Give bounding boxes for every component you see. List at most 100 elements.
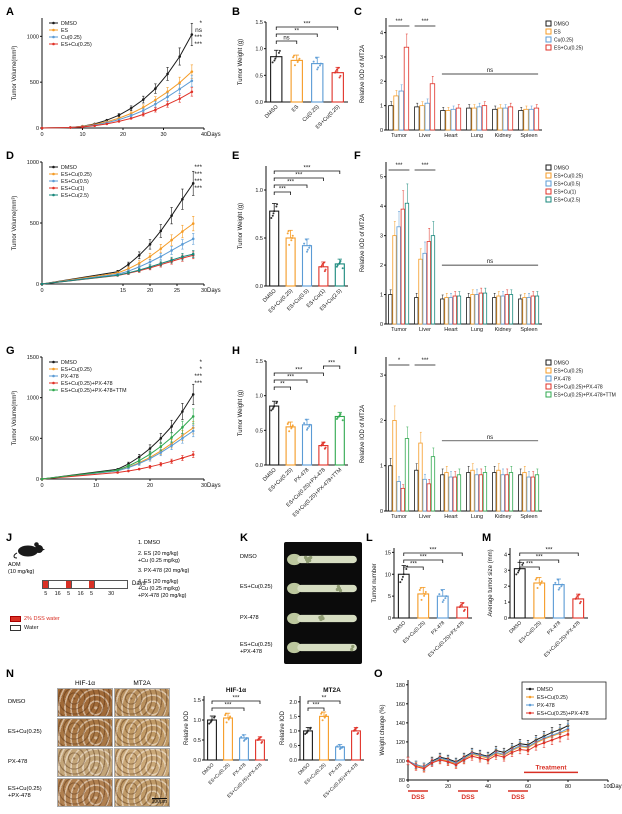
svg-text:DMSO: DMSO [297,762,312,777]
svg-text:Lung: Lung [471,514,483,520]
svg-text:ns: ns [487,68,493,74]
svg-text:PX-478: PX-478 [546,620,562,636]
svg-text:HIF-1α: HIF-1α [226,687,246,694]
panel-j: J AOM (10 mg/kg) 5 16 5 16 5 30 Days 2% DSS w… [6,532,236,664]
svg-text:PX-478: PX-478 [61,374,79,380]
treatment-item: 3. PX-478 (20 mg/kg) [138,568,190,575]
svg-text:1: 1 [380,104,383,110]
svg-text:**: ** [294,29,299,35]
panel-f-letter: F [354,150,361,162]
tumor-weight-chart-e: 0.0 0.5 1.0 Tumor Weight (g) DMSO ES+Cu(0.25)… [236,156,352,338]
svg-text:0.0: 0.0 [255,284,263,290]
svg-text:Relative IOD: Relative IOD [280,710,286,745]
svg-text:40: 40 [485,784,491,790]
svg-text:0.5: 0.5 [193,738,201,744]
svg-text:1.5: 1.5 [193,698,201,704]
svg-text:0.5: 0.5 [255,428,263,434]
timeline-days-label: Days [132,581,146,587]
svg-text:1.0: 1.0 [255,188,263,194]
tumor-volume-chart-g: 0 500 1000 1500 Tumor Volume(mm³) 0 10 20 30 Days… [10,351,226,495]
panel-b-letter: B [232,6,240,18]
svg-text:Cu(0.25): Cu(0.25) [61,35,82,41]
ihc-col-header: HIF-1α [74,680,95,687]
svg-text:0.5: 0.5 [255,236,263,242]
panel-k-letter: K [240,532,248,544]
svg-text:***: *** [420,555,428,561]
svg-text:3: 3 [380,234,383,240]
scale-bar: 100μm [151,797,167,805]
svg-text:0: 0 [40,132,43,138]
tumor-volume-chart-d: 0 500 1000 Tumor Volume(mm³) 0 15 20 25 30 Days DM… [10,156,226,300]
svg-text:***: *** [287,375,295,381]
panel-c: C 0 1 2 3 4 Relative IOD of MT2A Tumor Liver Hea… [354,6,616,144]
svg-text:Kidney: Kidney [495,514,512,520]
mt2a-iod-chart-f: 0 1 2 3 4 5 Relative IOD of MT2A Tumor Liver Hear… [358,156,614,338]
svg-text:DSS: DSS [461,794,475,801]
svg-text:ES+Cu(0.25): ES+Cu(0.25) [61,42,92,48]
panel-l-letter: L [366,532,373,544]
colon-photo-row [287,583,357,595]
I-svg: 0 1 2 3 Relative IOD of MT2A Tumor Liver Heart L… [360,357,616,520]
svg-text:1: 1 [380,464,383,470]
svg-text:0.0: 0.0 [193,758,201,764]
svg-text:ES+Cu(2.5): ES+Cu(2.5) [554,198,581,204]
colon-image [284,542,362,664]
svg-text:***: *** [526,562,534,568]
svg-text:0: 0 [504,616,507,622]
svg-text:80: 80 [565,784,571,790]
svg-text:0: 0 [40,288,43,294]
panel-k: K DMSO ES+Cu(0.25) PX-478 ES+Cu(0.25) +PX-4… [240,532,362,666]
svg-text:Days: Days [207,132,221,138]
svg-text:4: 4 [380,31,383,37]
B-svg: 0.0 0.5 1.0 1.5 Tumor Weight (g) DMSO ES Cu(0.2… [238,20,348,131]
svg-text:0.5: 0.5 [289,743,297,749]
svg-text:DMSO: DMSO [554,166,569,172]
svg-text:2: 2 [504,584,507,590]
ihc-row-label: DMSO [8,699,26,706]
svg-text:Liver: Liver [419,514,431,520]
svg-text:DMSO: DMSO [61,21,77,27]
svg-text:60: 60 [525,784,531,790]
svg-text:Relative IOD of MT2A: Relative IOD of MT2A [360,405,366,463]
svg-text:ES: ES [61,28,69,34]
mt2a-iod-chart-i: 0 1 2 3 Relative IOD of MT2A Tumor Liver Heart L… [358,351,616,525]
panel-n-letter: N [6,668,14,680]
svg-text:2: 2 [380,79,383,85]
svg-text:Kidney: Kidney [495,327,512,333]
svg-text:***: *** [429,548,437,554]
svg-text:Days: Days [207,288,221,294]
water-swatch [10,625,21,631]
timeline-legend-label: Water [24,625,39,631]
svg-text:500: 500 [30,436,39,442]
svg-text:500: 500 [30,80,39,86]
timeline-legend: 2% DSS water Water [10,616,60,634]
timeline-segment-dss: 5 [88,581,95,597]
svg-text:Weight change (%): Weight change (%) [380,705,386,756]
svg-text:140: 140 [396,721,405,727]
panel-m-letter: M [482,532,492,544]
svg-text:DMSO: DMSO [508,620,523,635]
svg-text:1.0: 1.0 [255,394,263,400]
svg-text:4: 4 [380,204,383,210]
timeline-segment-days: 30 [108,591,115,597]
timeline-segment-dss: 5 [65,581,72,597]
svg-text:***: *** [303,166,311,172]
svg-text:***: *** [536,555,544,561]
colon-row-label: ES+Cu(0.25) [240,584,273,591]
panel-d: D 0 500 1000 Tumor Volume(mm³) 0 15 20 25 30 Days… [6,150,228,300]
svg-text:40: 40 [201,132,207,138]
svg-text:2: 2 [380,418,383,424]
svg-text:Heart: Heart [444,514,458,520]
svg-text:2.0: 2.0 [289,700,297,706]
svg-text:80: 80 [399,778,405,784]
svg-text:ES+Cu(0.25)+PX-478+TTM: ES+Cu(0.25)+PX-478+TTM [554,393,616,399]
svg-text:PX-478: PX-478 [328,762,344,778]
svg-text:Tumor Volume(mm³): Tumor Volume(mm³) [12,196,18,251]
svg-text:Tumor Weight (g): Tumor Weight (g) [238,39,244,85]
svg-text:ES+Cu(0.25): ES+Cu(0.25) [61,172,92,178]
tumor-number-chart-l: 0 5 10 15 Tumor number DMSO ES+Cu(0.25) PX-478 E… [370,538,476,662]
svg-text:ns: ns [283,36,289,42]
svg-text:1000: 1000 [27,160,39,166]
svg-text:Relative IOD of MT2A: Relative IOD of MT2A [360,214,366,272]
aom-label: AOM (10 mg/kg) [8,562,35,575]
